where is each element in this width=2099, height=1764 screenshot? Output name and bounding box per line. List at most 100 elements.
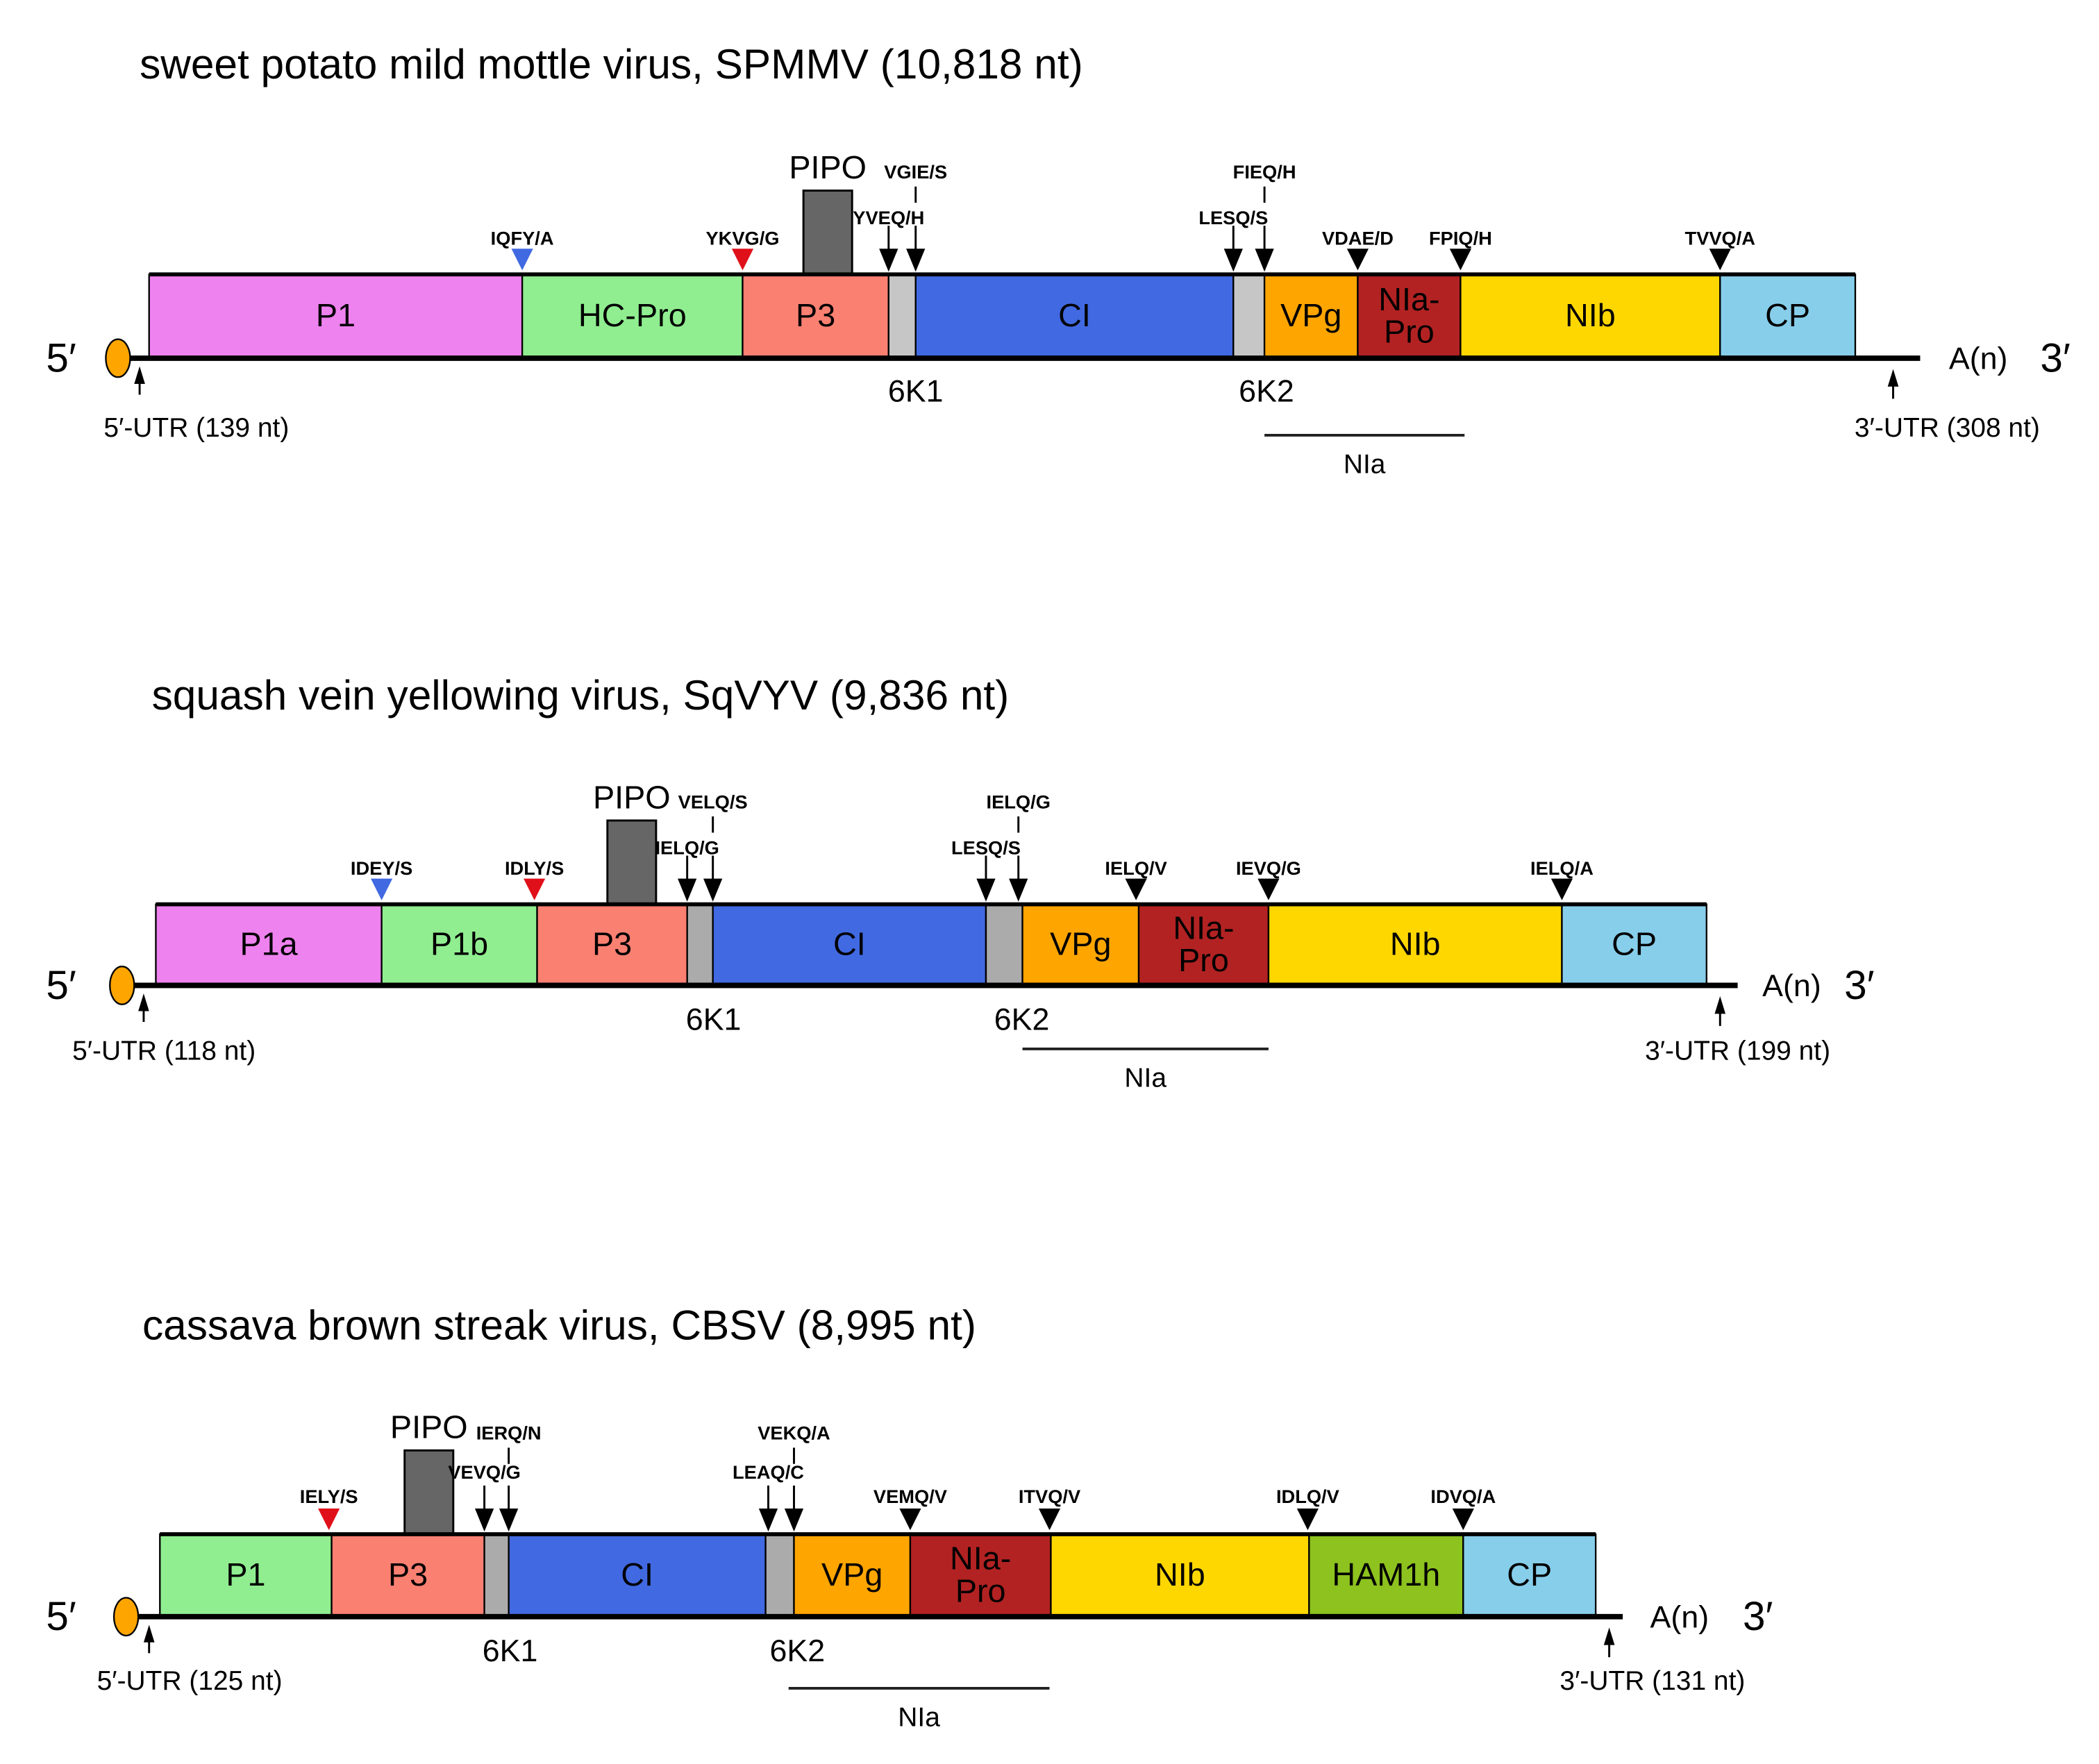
segment-cp <box>1462 1533 1597 1616</box>
segment-label: NIb <box>1390 926 1441 962</box>
cleavage-site-label: IEVQ/G <box>1236 857 1301 879</box>
cleavage-triangle-icon <box>371 878 393 900</box>
cleavage-site-label: VELQ/S <box>678 791 748 812</box>
cleavage-site-label: IELQ/G <box>655 837 719 859</box>
cleavage-arrow-icon <box>474 1508 494 1532</box>
segment-hc-pro <box>521 274 744 358</box>
segment-label-6k1: 6K1 <box>888 373 944 408</box>
segment-label: P1 <box>316 297 356 333</box>
segment-label: CP <box>1507 1556 1552 1593</box>
cleavage-site-label: ITVQ/V <box>1019 1486 1080 1507</box>
segment-vpg <box>1021 903 1140 985</box>
cleavage-site-label: IDEY/S <box>351 857 412 879</box>
cleavage-triangle-icon <box>318 1508 340 1531</box>
cleavage-triangle-icon <box>1452 1508 1474 1531</box>
cleavage-site-label: TVVQ/A <box>1685 227 1755 249</box>
segment-p3 <box>536 903 688 985</box>
segment-cp <box>1561 903 1707 985</box>
segment-6k2 <box>985 903 1023 985</box>
segment-label: P1 <box>226 1556 265 1593</box>
cleavage-site-label: IQFY/A <box>491 227 554 249</box>
diagram-title: sweet potato mild mottle virus, SPMMV (1… <box>140 40 1083 87</box>
cleavage-site-label: VDAE/D <box>1322 227 1394 249</box>
cleavage-triangle-icon <box>1257 878 1280 900</box>
cleavage-arrow-icon <box>784 1508 804 1532</box>
diagram-title: squash vein yellowing virus, SqVYV (9,83… <box>152 671 1010 719</box>
poly-a-label: A(n) <box>1949 342 2008 376</box>
cleavage-triangle-icon <box>1346 249 1369 271</box>
segment-label-6k2: 6K2 <box>1239 373 1294 408</box>
segment-label: NIa- <box>1173 909 1234 946</box>
cap-icon <box>109 966 135 1005</box>
cleavage-site-label: LESQ/S <box>1198 207 1268 228</box>
segment-label: CP <box>1612 926 1657 962</box>
segment-label: P1a <box>240 926 297 962</box>
genome-diagram-1: sweet potato mild mottle virus, SPMMV (1… <box>46 40 2070 480</box>
utr3-label: 3′-UTR (308 nt) <box>1855 413 2040 443</box>
segment-label: CP <box>1765 297 1810 333</box>
pipo-box <box>802 190 853 276</box>
segment-nib <box>1267 903 1563 985</box>
cleavage-site-label: VEVQ/G <box>448 1461 521 1483</box>
cleavage-site-label: LEAQ/C <box>733 1461 804 1483</box>
diagram-title: cassava brown streak virus, CBSV (8,995 … <box>142 1302 976 1349</box>
segment-label-6k1: 6K1 <box>483 1633 538 1668</box>
cleavage-site-label: VEMQ/V <box>873 1486 947 1507</box>
utr3-label: 3′-UTR (131 nt) <box>1559 1666 1745 1696</box>
segment-label: NIa- <box>1378 281 1439 317</box>
cleavage-arrow-icon <box>906 249 926 272</box>
five-prime-label: 5′ <box>46 335 76 380</box>
utr3-arrow-icon <box>1714 996 1726 1014</box>
utr5-label: 5′-UTR (139 nt) <box>103 413 289 443</box>
segment-label: NIb <box>1565 297 1616 333</box>
cleavage-triangle-icon <box>1449 249 1472 271</box>
segment-label: P3 <box>388 1556 428 1593</box>
cleavage-site-label: LESQ/S <box>951 837 1021 859</box>
segment-p1b <box>381 903 538 985</box>
utr3-arrow-icon <box>1603 1627 1615 1645</box>
segment-ham1h <box>1308 1533 1464 1616</box>
cleavage-triangle-icon <box>511 249 533 271</box>
pipo-box <box>606 819 658 906</box>
cleavage-site-label: IDLQ/V <box>1276 1486 1339 1507</box>
cleavage-site-label: YVEQ/H <box>853 207 924 228</box>
cleavage-site-label: IELQ/A <box>1530 857 1594 879</box>
pipo-label: PIPO <box>593 779 671 815</box>
cleavage-site-label: IELQ/V <box>1105 857 1166 879</box>
cleavage-site-label: FIEQ/H <box>1233 161 1296 183</box>
cleavage-site-label: IERQ/N <box>476 1422 542 1444</box>
poly-a-label: A(n) <box>1650 1599 1709 1634</box>
cleavage-triangle-icon <box>1296 1508 1319 1531</box>
cleavage-site-label: YKVG/G <box>706 227 780 249</box>
segment-6k1 <box>887 274 917 358</box>
segment-6k1 <box>686 903 714 985</box>
three-prime-label: 3′ <box>1844 963 1874 1008</box>
pipo-label: PIPO <box>390 1409 468 1445</box>
segment-label: NIb <box>1155 1556 1205 1593</box>
segment-label: CI <box>621 1556 653 1593</box>
cleavage-arrow-icon <box>1255 249 1274 272</box>
nia-label: NIa <box>1344 449 1386 479</box>
poly-a-label: A(n) <box>1762 968 1821 1003</box>
segment-ci <box>508 1533 767 1616</box>
segment-label: NIa- <box>950 1540 1011 1577</box>
nia-label: NIa <box>1124 1063 1166 1093</box>
segment-ci <box>712 903 987 985</box>
utr5-arrow-icon <box>143 1624 155 1643</box>
cleavage-site-label: FPIQ/H <box>1429 227 1492 249</box>
segment-label-6k2: 6K2 <box>994 1002 1050 1037</box>
segment-nib <box>1050 1533 1310 1616</box>
cleavage-site-label: IDVQ/A <box>1430 1486 1496 1507</box>
segment-nia-pro <box>1357 274 1462 358</box>
genome-diagram-3: cassava brown streak virus, CBSV (8,995 … <box>46 1302 1773 1733</box>
pipo-label: PIPO <box>789 149 867 185</box>
segment-label: P1b <box>430 926 488 962</box>
three-prime-label: 3′ <box>1743 1594 1773 1639</box>
cap-icon <box>112 1597 140 1637</box>
segment-ci <box>914 274 1235 358</box>
cleavage-triangle-icon <box>1038 1508 1061 1531</box>
cleavage-arrow-icon <box>499 1508 519 1532</box>
cleavage-site-label: VGIE/S <box>884 161 947 183</box>
segment-label: VPg <box>1280 297 1341 333</box>
